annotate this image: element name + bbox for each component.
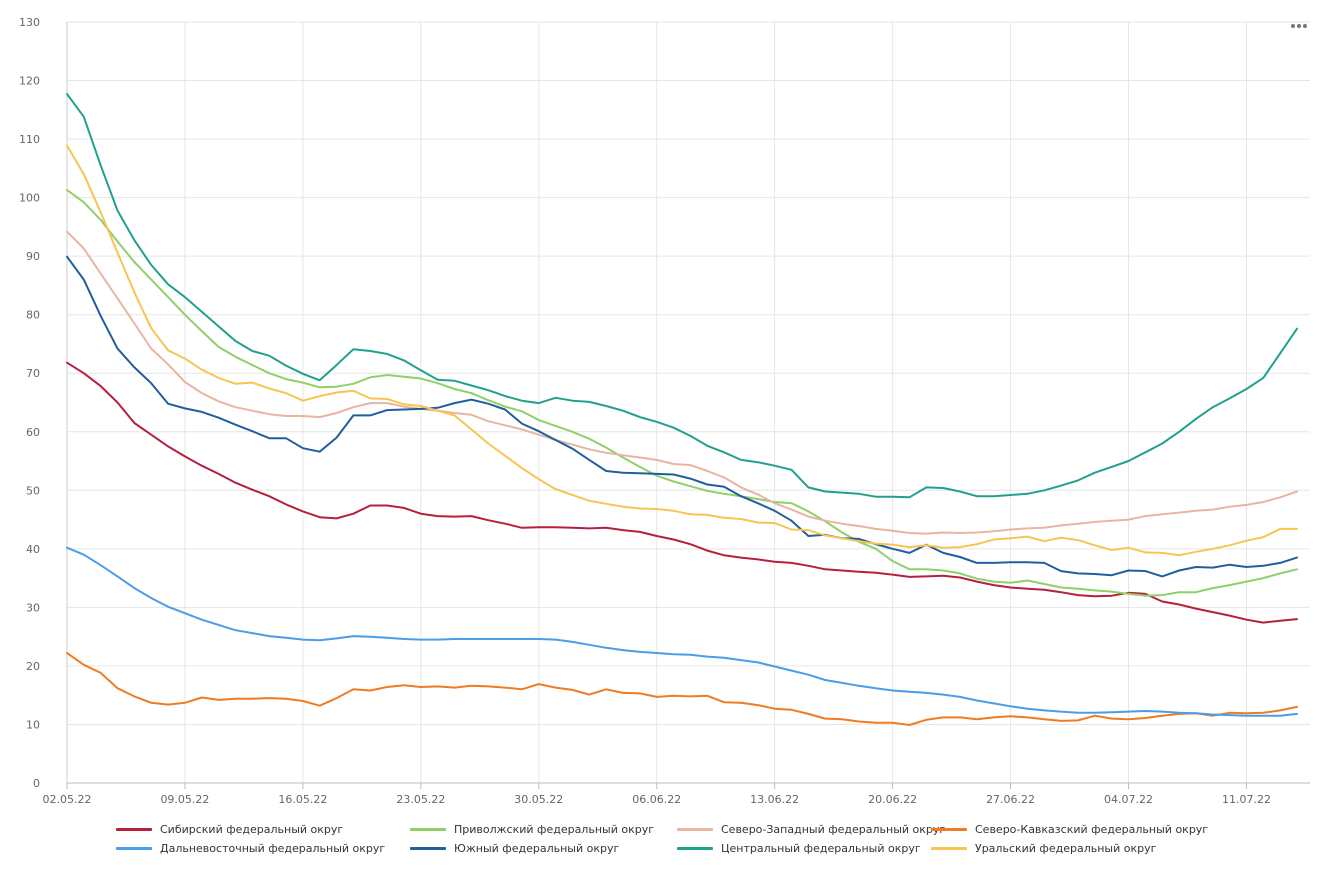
legend-label: Дальневосточный федеральный округ — [160, 841, 386, 855]
legend-swatch — [931, 827, 967, 831]
y-tick-label: 20 — [26, 660, 40, 673]
y-tick-label: 40 — [26, 543, 40, 556]
legend-swatch — [116, 846, 152, 850]
y-tick-label: 120 — [19, 75, 40, 88]
series-line — [66, 546, 1298, 717]
x-tick-label: 06.06.22 — [632, 793, 681, 806]
y-tick-label: 10 — [26, 718, 40, 731]
y-tick-label: 90 — [26, 250, 40, 263]
legend-item[interactable]: Южный федеральный округ — [410, 839, 619, 857]
legend-label: Центральный федеральный округ — [721, 841, 921, 855]
legend-swatch — [931, 846, 967, 850]
more-horizontal-icon — [1303, 24, 1307, 28]
x-tick-label: 16.05.22 — [278, 793, 327, 806]
axes: 0 10 20 30 40 50 60 70 80 90 100 110 120 130 02.05.22 0… — [19, 16, 1310, 806]
x-tick-label: 30.05.22 — [514, 793, 563, 806]
x-tick-label: 13.06.22 — [750, 793, 799, 806]
series-line — [66, 255, 1298, 578]
x-tick-label: 04.07.22 — [1104, 793, 1153, 806]
legend-label: Южный федеральный округ — [454, 841, 620, 855]
y-tick-label: 0 — [33, 777, 40, 790]
legend-item[interactable]: Приволжский федеральный округ — [410, 820, 654, 838]
series-line — [66, 230, 1298, 535]
legend-label: Северо-Кавказский федеральный округ — [975, 822, 1209, 836]
y-tick-label: 70 — [26, 367, 40, 380]
y-tick-label: 30 — [26, 601, 40, 614]
y-tick-label: 130 — [19, 16, 40, 29]
legend-item[interactable]: Северо-Западный федеральный округ — [677, 820, 945, 838]
y-tick-label: 60 — [26, 426, 40, 439]
series-line — [66, 361, 1298, 624]
legend-item[interactable]: Уральский федеральный округ — [931, 839, 1156, 857]
chart-menu-button[interactable] — [1286, 16, 1312, 36]
legend-item[interactable]: Дальневосточный федеральный округ — [116, 839, 385, 857]
legend-item[interactable]: Сибирский федеральный округ — [116, 820, 343, 838]
legend-label: Приволжский федеральный округ — [454, 822, 654, 836]
more-horizontal-icon — [1291, 24, 1295, 28]
y-tick-label: 110 — [19, 133, 40, 146]
series-lines — [66, 93, 1298, 726]
x-tick-label: 02.05.22 — [43, 793, 92, 806]
series-line — [66, 189, 1298, 597]
legend-label: Сибирский федеральный округ — [160, 822, 344, 836]
x-tick-label: 09.05.22 — [160, 793, 209, 806]
legend-item[interactable]: Северо-Кавказский федеральный округ — [931, 820, 1208, 838]
more-horizontal-icon — [1297, 24, 1301, 28]
series-line — [66, 652, 1298, 726]
legend-item[interactable]: Центральный федеральный округ — [677, 839, 921, 857]
y-tick-label: 100 — [19, 192, 40, 205]
legend-swatch — [410, 846, 446, 850]
legend-swatch — [116, 827, 152, 831]
legend-label: Уральский федеральный округ — [975, 841, 1157, 855]
x-tick-label: 20.06.22 — [868, 793, 917, 806]
legend-swatch — [677, 846, 713, 850]
y-tick-label: 80 — [26, 309, 40, 322]
legend-label: Северо-Западный федеральный округ — [721, 822, 946, 836]
x-tick-label: 27.06.22 — [986, 793, 1035, 806]
series-line — [66, 144, 1298, 557]
x-tick-label: 23.05.22 — [396, 793, 445, 806]
legend-swatch — [677, 827, 713, 831]
y-tick-label: 50 — [26, 484, 40, 497]
series-line — [66, 93, 1298, 499]
grid — [66, 21, 1310, 784]
legend-swatch — [410, 827, 446, 831]
x-tick-label: 11.07.22 — [1222, 793, 1271, 806]
